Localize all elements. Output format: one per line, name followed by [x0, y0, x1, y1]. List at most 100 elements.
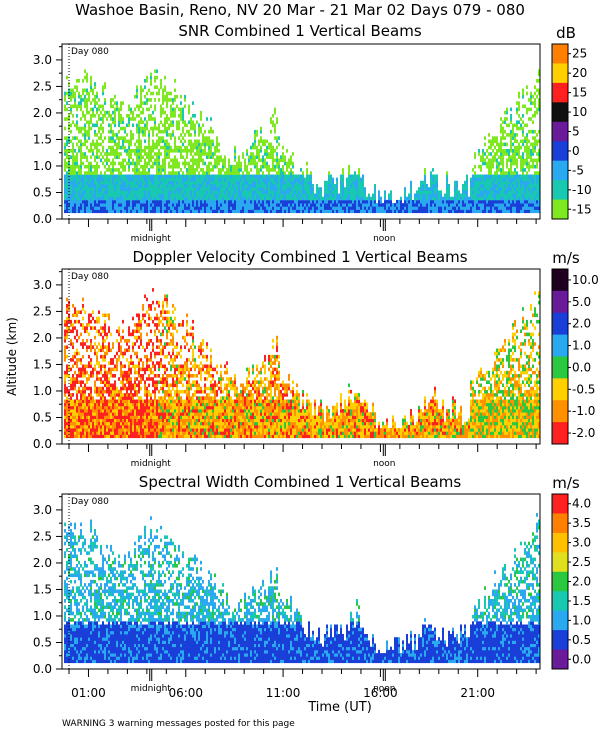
- echo-cell: [462, 190, 464, 194]
- echo-cell: [142, 129, 144, 134]
- echo-cell: [504, 120, 506, 124]
- echo-cell: [516, 123, 518, 128]
- echo-cell: [462, 203, 464, 207]
- echo-cell: [178, 193, 180, 198]
- echo-cell: [352, 193, 354, 198]
- echo-cell: [508, 206, 510, 210]
- echo-cell: [280, 177, 282, 182]
- echo-cell: [174, 139, 176, 144]
- echo-cell: [516, 101, 518, 105]
- echo-cell: [284, 199, 286, 204]
- echo-cell: [200, 209, 202, 214]
- echo-cell: [280, 193, 282, 198]
- echo-cell: [98, 431, 100, 435]
- echo-cell: [86, 145, 88, 150]
- echo-cell: [204, 184, 206, 188]
- echo-cell: [528, 180, 530, 185]
- echo-cell: [192, 149, 194, 153]
- echo-cell: [180, 206, 182, 210]
- echo-cell: [130, 196, 132, 201]
- echo-cell: [494, 190, 496, 194]
- echo-cell: [342, 177, 344, 182]
- echo-cell: [204, 196, 206, 201]
- echo-cell: [312, 199, 314, 204]
- echo-cell: [358, 199, 360, 204]
- echo-cell: [178, 164, 180, 169]
- echo-cell: [250, 145, 252, 150]
- echo-cell: [262, 180, 264, 185]
- echo-cell: [114, 399, 116, 404]
- echo-cell: [516, 187, 518, 191]
- echo-cell: [136, 145, 138, 150]
- echo-cell: [130, 174, 132, 179]
- echo-cell: [72, 145, 74, 150]
- echo-cell: [358, 203, 360, 207]
- echo-cell: [262, 171, 264, 175]
- echo-cell: [84, 199, 86, 204]
- echo-cell: [74, 428, 76, 432]
- echo-cell: [492, 187, 494, 191]
- echo-cell: [150, 190, 152, 194]
- echo-cell: [278, 174, 280, 179]
- echo-cell: [396, 206, 398, 210]
- echo-cell: [70, 91, 72, 96]
- echo-cell: [296, 199, 298, 204]
- echo-cell: [92, 310, 94, 314]
- echo-cell: [156, 171, 158, 175]
- echo-cell: [88, 196, 90, 201]
- echo-cell: [86, 326, 88, 330]
- echo-cell: [338, 199, 340, 204]
- echo-cell: [134, 209, 136, 214]
- echo-cell: [196, 158, 198, 163]
- echo-cell: [114, 199, 116, 204]
- echo-cell: [264, 161, 266, 166]
- echo-cell: [524, 149, 526, 153]
- echo-cell: [80, 117, 82, 121]
- echo-cell: [530, 107, 532, 112]
- echo-cell: [474, 184, 476, 188]
- echo-cell: [90, 361, 92, 365]
- echo-cell: [120, 180, 122, 185]
- echo-cell: [522, 161, 524, 166]
- echo-cell: [90, 101, 92, 105]
- echo-cell: [94, 104, 96, 109]
- echo-cell: [388, 209, 390, 214]
- echo-cell: [154, 123, 156, 128]
- echo-cell: [192, 142, 194, 147]
- echo-cell: [120, 126, 122, 131]
- echo-cell: [114, 412, 116, 416]
- echo-cell: [516, 180, 518, 185]
- echo-cell: [218, 184, 220, 188]
- echo-cell: [526, 155, 528, 159]
- echo-cell: [194, 114, 196, 118]
- echo-cell: [78, 79, 80, 83]
- echo-cell: [266, 145, 268, 150]
- echo-cell: [418, 209, 420, 214]
- echo-cell: [84, 402, 86, 407]
- echo-cell: [136, 126, 138, 131]
- echo-cell: [70, 319, 72, 324]
- echo-cell: [132, 136, 134, 140]
- echo-cell: [116, 209, 118, 214]
- echo-cell: [194, 171, 196, 175]
- echo-cell: [356, 206, 358, 210]
- echo-cell: [112, 152, 114, 156]
- echo-cell: [180, 114, 182, 118]
- echo-cell: [158, 152, 160, 156]
- echo-cell: [258, 139, 260, 144]
- echo-cell: [166, 152, 168, 156]
- echo-cell: [90, 180, 92, 185]
- echo-cell: [310, 174, 312, 179]
- echo-cell: [86, 345, 88, 349]
- echo-cell: [262, 209, 264, 214]
- echo-cell: [112, 196, 114, 201]
- echo-cell: [82, 412, 84, 416]
- echo-cell: [168, 174, 170, 179]
- echo-cell: [518, 184, 520, 188]
- echo-cell: [194, 152, 196, 156]
- echo-cell: [94, 428, 96, 432]
- echo-cell: [90, 164, 92, 169]
- echo-cell: [256, 187, 258, 191]
- echo-cell: [378, 203, 380, 207]
- echo-cell: [220, 168, 222, 172]
